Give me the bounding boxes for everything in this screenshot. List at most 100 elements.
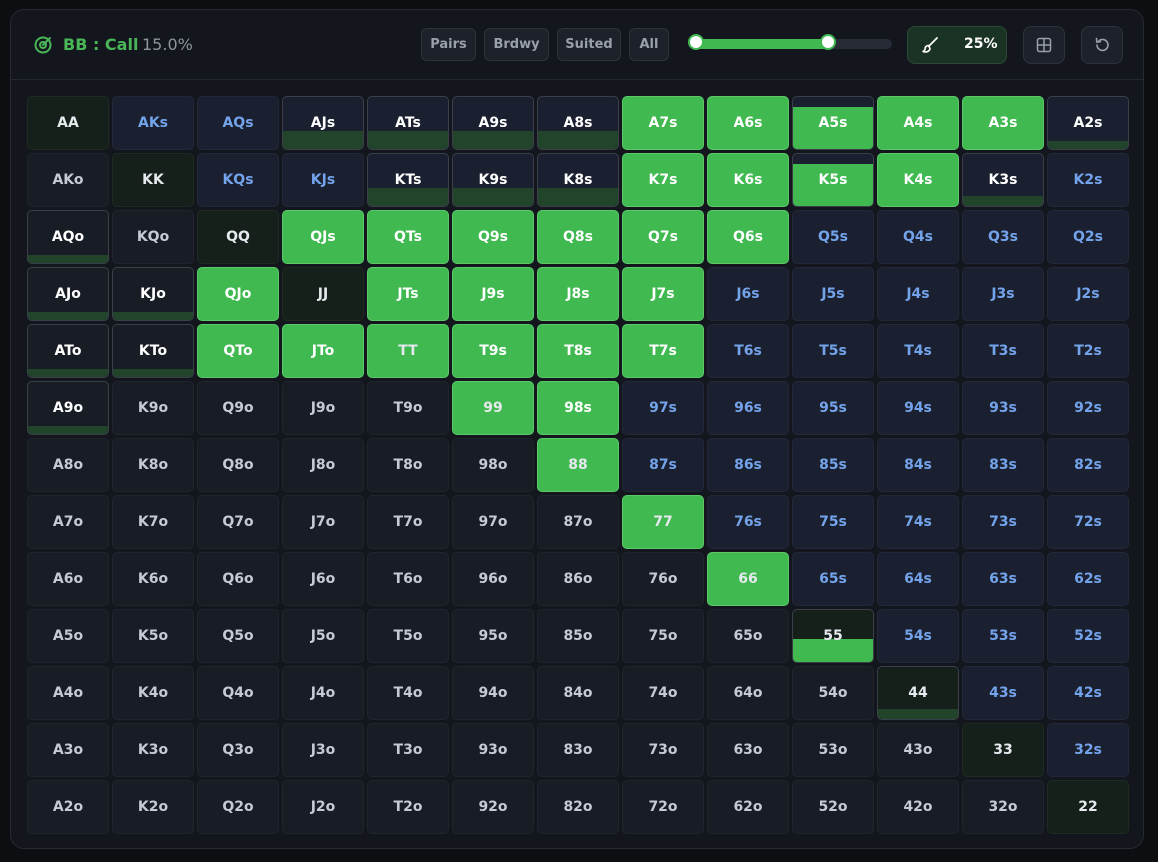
hand-cell-Q2o[interactable]: Q2o <box>197 780 279 834</box>
hand-cell-KQo[interactable]: KQo <box>112 210 194 264</box>
hand-cell-K3s[interactable]: K3s <box>962 153 1044 207</box>
hand-cell-87s[interactable]: 87s <box>622 438 704 492</box>
hand-cell-K8o[interactable]: K8o <box>112 438 194 492</box>
hand-cell-82s[interactable]: 82s <box>1047 438 1129 492</box>
hand-cell-99[interactable]: 99 <box>452 381 534 435</box>
hand-cell-83s[interactable]: 83s <box>962 438 1044 492</box>
hand-cell-Q9o[interactable]: Q9o <box>197 381 279 435</box>
hand-cell-76o[interactable]: 76o <box>622 552 704 606</box>
hand-cell-A6s[interactable]: A6s <box>707 96 789 150</box>
hand-cell-43o[interactable]: 43o <box>877 723 959 777</box>
hand-cell-T8o[interactable]: T8o <box>367 438 449 492</box>
hand-cell-K9s[interactable]: K9s <box>452 153 534 207</box>
hand-cell-ATs[interactable]: ATs <box>367 96 449 150</box>
hand-cell-QJs[interactable]: QJs <box>282 210 364 264</box>
hand-cell-32s[interactable]: 32s <box>1047 723 1129 777</box>
hand-cell-T4s[interactable]: T4s <box>877 324 959 378</box>
hand-cell-52o[interactable]: 52o <box>792 780 874 834</box>
hand-cell-TT[interactable]: TT <box>367 324 449 378</box>
hand-cell-T3s[interactable]: T3s <box>962 324 1044 378</box>
hand-cell-65o[interactable]: 65o <box>707 609 789 663</box>
hand-cell-Q4o[interactable]: Q4o <box>197 666 279 720</box>
hand-cell-K7s[interactable]: K7s <box>622 153 704 207</box>
hand-cell-J9o[interactable]: J9o <box>282 381 364 435</box>
hand-cell-62s[interactable]: 62s <box>1047 552 1129 606</box>
hand-cell-A8o[interactable]: A8o <box>27 438 109 492</box>
hand-cell-K2o[interactable]: K2o <box>112 780 194 834</box>
hand-cell-J5o[interactable]: J5o <box>282 609 364 663</box>
hand-cell-T4o[interactable]: T4o <box>367 666 449 720</box>
hand-cell-J9s[interactable]: J9s <box>452 267 534 321</box>
hand-cell-J5s[interactable]: J5s <box>792 267 874 321</box>
hand-cell-Q7o[interactable]: Q7o <box>197 495 279 549</box>
hand-cell-J4o[interactable]: J4o <box>282 666 364 720</box>
hand-cell-T3o[interactable]: T3o <box>367 723 449 777</box>
hand-cell-22[interactable]: 22 <box>1047 780 1129 834</box>
hand-cell-KJo[interactable]: KJo <box>112 267 194 321</box>
hand-cell-84s[interactable]: 84s <box>877 438 959 492</box>
hand-cell-JTs[interactable]: JTs <box>367 267 449 321</box>
hand-cell-95s[interactable]: 95s <box>792 381 874 435</box>
hand-cell-Q2s[interactable]: Q2s <box>1047 210 1129 264</box>
hand-cell-T5s[interactable]: T5s <box>792 324 874 378</box>
hand-cell-84o[interactable]: 84o <box>537 666 619 720</box>
hand-cell-64s[interactable]: 64s <box>877 552 959 606</box>
hand-cell-QTs[interactable]: QTs <box>367 210 449 264</box>
hand-cell-AJo[interactable]: AJo <box>27 267 109 321</box>
hand-cell-72o[interactable]: 72o <box>622 780 704 834</box>
hand-cell-54s[interactable]: 54s <box>877 609 959 663</box>
hand-cell-K8s[interactable]: K8s <box>537 153 619 207</box>
hand-cell-85o[interactable]: 85o <box>537 609 619 663</box>
hand-cell-A9s[interactable]: A9s <box>452 96 534 150</box>
hand-cell-A2s[interactable]: A2s <box>1047 96 1129 150</box>
hand-cell-98s[interactable]: 98s <box>537 381 619 435</box>
hand-cell-74o[interactable]: 74o <box>622 666 704 720</box>
hand-cell-K7o[interactable]: K7o <box>112 495 194 549</box>
hand-cell-QTo[interactable]: QTo <box>197 324 279 378</box>
hand-cell-97s[interactable]: 97s <box>622 381 704 435</box>
hand-cell-74s[interactable]: 74s <box>877 495 959 549</box>
hand-cell-92o[interactable]: 92o <box>452 780 534 834</box>
hand-cell-ATo[interactable]: ATo <box>27 324 109 378</box>
hand-cell-98o[interactable]: 98o <box>452 438 534 492</box>
hand-cell-52s[interactable]: 52s <box>1047 609 1129 663</box>
hand-cell-86o[interactable]: 86o <box>537 552 619 606</box>
hand-cell-JJ[interactable]: JJ <box>282 267 364 321</box>
hand-cell-76s[interactable]: 76s <box>707 495 789 549</box>
hand-cell-J2o[interactable]: J2o <box>282 780 364 834</box>
hand-cell-Q6s[interactable]: Q6s <box>707 210 789 264</box>
hand-cell-QQ[interactable]: QQ <box>197 210 279 264</box>
hand-cell-94o[interactable]: 94o <box>452 666 534 720</box>
hand-cell-J6o[interactable]: J6o <box>282 552 364 606</box>
hand-cell-K9o[interactable]: K9o <box>112 381 194 435</box>
hand-cell-K5s[interactable]: K5s <box>792 153 874 207</box>
hand-cell-J3o[interactable]: J3o <box>282 723 364 777</box>
grid-view-button[interactable] <box>1023 26 1065 64</box>
hand-cell-95o[interactable]: 95o <box>452 609 534 663</box>
hand-cell-J8o[interactable]: J8o <box>282 438 364 492</box>
reset-button[interactable] <box>1081 26 1123 64</box>
hand-cell-63s[interactable]: 63s <box>962 552 1044 606</box>
hand-cell-Q8s[interactable]: Q8s <box>537 210 619 264</box>
hand-cell-33[interactable]: 33 <box>962 723 1044 777</box>
hand-cell-J8s[interactable]: J8s <box>537 267 619 321</box>
hand-cell-A6o[interactable]: A6o <box>27 552 109 606</box>
hand-cell-83o[interactable]: 83o <box>537 723 619 777</box>
hand-cell-T8s[interactable]: T8s <box>537 324 619 378</box>
hand-cell-T2o[interactable]: T2o <box>367 780 449 834</box>
hand-cell-AKs[interactable]: AKs <box>112 96 194 150</box>
hand-cell-72s[interactable]: 72s <box>1047 495 1129 549</box>
hand-cell-Q6o[interactable]: Q6o <box>197 552 279 606</box>
hand-cell-86s[interactable]: 86s <box>707 438 789 492</box>
hand-cell-Q3s[interactable]: Q3s <box>962 210 1044 264</box>
hand-cell-J7o[interactable]: J7o <box>282 495 364 549</box>
hand-cell-A3o[interactable]: A3o <box>27 723 109 777</box>
hand-cell-44[interactable]: 44 <box>877 666 959 720</box>
hand-cell-T7s[interactable]: T7s <box>622 324 704 378</box>
hand-cell-77[interactable]: 77 <box>622 495 704 549</box>
hand-cell-75o[interactable]: 75o <box>622 609 704 663</box>
hand-cell-T5o[interactable]: T5o <box>367 609 449 663</box>
hand-cell-J7s[interactable]: J7s <box>622 267 704 321</box>
hand-cell-J6s[interactable]: J6s <box>707 267 789 321</box>
hand-cell-92s[interactable]: 92s <box>1047 381 1129 435</box>
